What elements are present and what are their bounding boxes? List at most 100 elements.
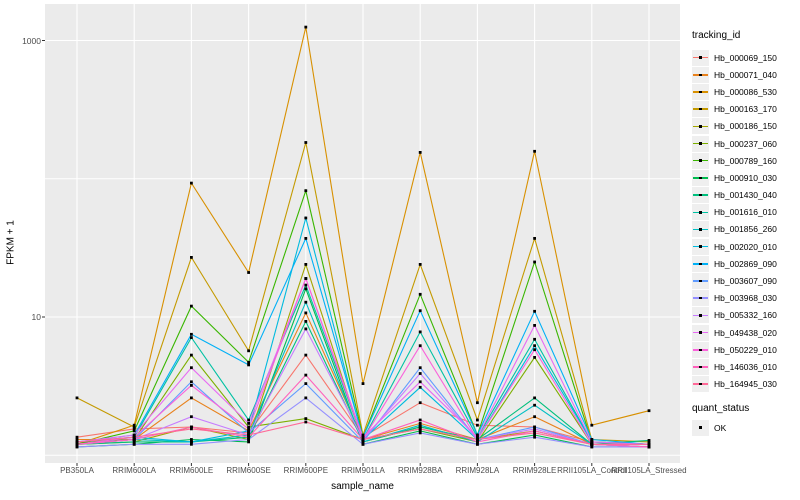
legend-point-icon — [699, 107, 702, 111]
legend-key — [692, 307, 709, 324]
legend-entry: Hb_000069_150 — [692, 49, 800, 66]
data-point — [418, 372, 422, 375]
legend-entry: Hb_001856_260 — [692, 221, 800, 238]
quant-legend-entries: OK — [692, 419, 800, 436]
legend-point-icon — [699, 125, 702, 128]
data-point — [247, 438, 250, 441]
x-axis-title: sample_name — [331, 481, 394, 492]
data-point — [533, 149, 536, 153]
legend-key — [692, 169, 709, 186]
data-point — [190, 440, 193, 444]
data-point — [533, 431, 536, 435]
data-point — [247, 429, 250, 433]
data-point — [75, 445, 79, 449]
y-tick-label: 1000 — [22, 35, 41, 46]
legend-point-icon — [699, 211, 702, 214]
data-point — [647, 442, 651, 446]
data-point — [590, 445, 594, 449]
legend-key — [692, 221, 709, 238]
data-point — [190, 425, 193, 429]
legend-entry: Hb_001616_010 — [692, 204, 800, 221]
data-point — [533, 415, 536, 419]
legend-key — [692, 49, 709, 66]
data-point — [190, 353, 193, 357]
data-point — [190, 332, 193, 336]
legend-entry: Hb_000163_170 — [692, 101, 800, 118]
legend-title: tracking_id — [692, 30, 741, 41]
data-point — [533, 403, 536, 407]
data-point — [418, 422, 422, 425]
legend-label: Hb_050229_010 — [714, 344, 777, 355]
legend-label: Hb_005332_160 — [714, 310, 777, 321]
legend-point-icon — [699, 331, 702, 334]
data-point — [304, 277, 308, 280]
legend-point-icon — [699, 348, 702, 352]
x-tick-label: RRII105LA_Control — [557, 466, 627, 475]
legend-label: Hb_049438_020 — [714, 327, 777, 338]
data-point — [247, 363, 250, 367]
legend-key — [692, 83, 709, 100]
data-point — [533, 260, 536, 264]
data-point — [247, 418, 250, 422]
legend-point-icon — [699, 296, 702, 300]
data-point — [132, 429, 136, 433]
legend-key — [692, 273, 709, 290]
quant-legend-key — [692, 419, 709, 436]
legend-point-icon — [699, 56, 702, 59]
x-tick-label: RRIM600LE — [169, 466, 214, 475]
quant-legend-entry: OK — [692, 419, 800, 436]
data-point — [190, 438, 193, 441]
data-point — [304, 396, 308, 400]
legend-point-icon — [699, 279, 702, 283]
legend-key — [692, 324, 709, 341]
data-point — [647, 445, 651, 449]
legend-label: Hb_003607_090 — [714, 276, 777, 287]
legend-entry: Hb_000086_530 — [692, 83, 800, 100]
legend-entry: Hb_164945_030 — [692, 376, 800, 393]
data-point — [418, 292, 422, 296]
data-point — [190, 181, 193, 185]
legend-entry: Hb_146036_010 — [692, 358, 800, 375]
data-point — [533, 324, 536, 327]
data-point — [247, 349, 250, 353]
data-point — [304, 263, 308, 266]
data-point — [247, 433, 250, 437]
legend-point-icon — [699, 142, 702, 145]
legend-label: Hb_000163_170 — [714, 104, 777, 115]
data-point — [533, 427, 536, 431]
data-point — [476, 418, 479, 422]
legend-point-icon — [699, 245, 702, 248]
x-tick-label: RRIM901LA — [341, 466, 385, 475]
data-point — [418, 425, 422, 429]
legend-key — [692, 238, 709, 255]
legend-point-icon — [699, 193, 702, 197]
data-point — [247, 440, 250, 444]
data-point — [304, 216, 308, 220]
x-tick-label: RRII105LA_Stressed — [611, 466, 687, 475]
data-point — [533, 309, 536, 313]
legend-point-icon — [699, 228, 702, 231]
legend-label: Hb_001616_010 — [714, 207, 777, 218]
data-point — [418, 418, 422, 422]
x-tick-label: RRIM928LA — [455, 466, 500, 475]
legend-label: Hb_000910_030 — [714, 172, 777, 183]
legend-key — [692, 66, 709, 83]
legend-label: Hb_003968_030 — [714, 293, 777, 304]
data-point — [304, 417, 308, 420]
data-point — [247, 271, 250, 274]
legend-entry: Hb_049438_020 — [692, 324, 800, 341]
data-point — [418, 431, 422, 435]
data-point — [304, 237, 308, 240]
data-point — [247, 427, 250, 431]
tracking-id-legend: tracking_id Hb_000069_150 Hb_000071_040 Hb… — [692, 30, 800, 393]
data-point — [647, 439, 651, 442]
legend-key — [692, 341, 709, 358]
data-point — [304, 25, 308, 29]
legend-label: Hb_000237_060 — [714, 138, 777, 149]
data-point — [304, 287, 308, 291]
quant-legend-title: quant_status — [692, 403, 750, 414]
legend-label: Hb_000086_530 — [714, 86, 777, 97]
legend-entry: Hb_000237_060 — [692, 135, 800, 152]
x-tick-label: PB350LA — [60, 466, 94, 475]
